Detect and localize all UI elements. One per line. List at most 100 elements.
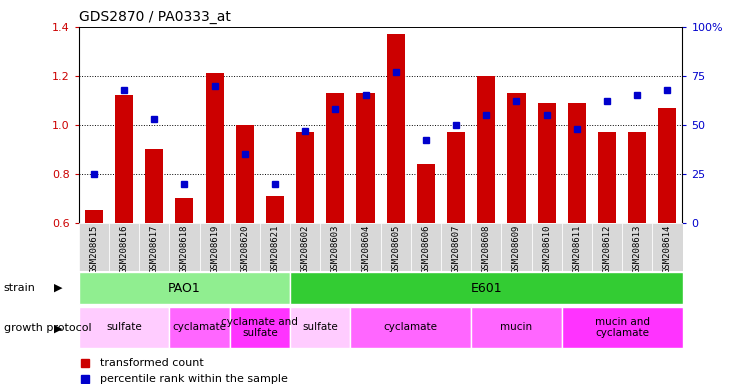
Bar xyxy=(562,27,592,223)
FancyBboxPatch shape xyxy=(320,223,350,271)
Text: ▶: ▶ xyxy=(54,323,63,333)
FancyBboxPatch shape xyxy=(260,223,290,271)
FancyBboxPatch shape xyxy=(562,223,592,271)
FancyBboxPatch shape xyxy=(200,223,230,271)
Text: cyclamate: cyclamate xyxy=(384,322,438,333)
FancyBboxPatch shape xyxy=(170,223,200,271)
Text: GSM208619: GSM208619 xyxy=(210,225,219,273)
Text: GSM208617: GSM208617 xyxy=(150,225,159,273)
Bar xyxy=(206,73,224,223)
Text: GSM208614: GSM208614 xyxy=(663,225,672,273)
FancyBboxPatch shape xyxy=(350,306,471,348)
Text: cyclamate: cyclamate xyxy=(172,322,226,333)
Bar xyxy=(200,27,230,223)
Bar xyxy=(598,132,616,223)
FancyBboxPatch shape xyxy=(230,306,290,348)
FancyBboxPatch shape xyxy=(411,223,441,271)
Bar xyxy=(356,93,374,223)
Bar xyxy=(447,132,465,223)
FancyBboxPatch shape xyxy=(532,223,562,271)
Text: GSM208621: GSM208621 xyxy=(271,225,280,273)
Bar xyxy=(236,125,254,223)
Bar xyxy=(538,103,556,223)
Text: GSM208618: GSM208618 xyxy=(180,225,189,273)
FancyBboxPatch shape xyxy=(290,223,320,271)
Bar xyxy=(417,164,435,223)
Text: GSM208615: GSM208615 xyxy=(89,225,98,273)
Bar xyxy=(622,27,652,223)
Bar xyxy=(79,27,109,223)
Text: E601: E601 xyxy=(470,281,502,295)
Bar xyxy=(501,27,532,223)
FancyBboxPatch shape xyxy=(592,223,622,271)
Bar xyxy=(326,93,344,223)
Text: GSM208611: GSM208611 xyxy=(572,225,581,273)
Bar xyxy=(477,76,495,223)
Bar xyxy=(441,27,471,223)
FancyBboxPatch shape xyxy=(79,273,290,303)
Bar xyxy=(628,132,646,223)
FancyBboxPatch shape xyxy=(230,223,260,271)
FancyBboxPatch shape xyxy=(79,223,109,271)
Text: transformed count: transformed count xyxy=(100,358,204,368)
Bar xyxy=(115,95,133,223)
FancyBboxPatch shape xyxy=(79,306,170,348)
Bar xyxy=(380,27,411,223)
Text: cyclamate and
sulfate: cyclamate and sulfate xyxy=(221,316,298,338)
Text: sulfate: sulfate xyxy=(106,322,142,333)
Text: GSM208616: GSM208616 xyxy=(119,225,128,273)
FancyBboxPatch shape xyxy=(622,223,652,271)
Text: mucin and
cyclamate: mucin and cyclamate xyxy=(595,316,650,338)
Text: GSM208602: GSM208602 xyxy=(301,225,310,273)
Text: GSM208612: GSM208612 xyxy=(602,225,611,273)
Bar xyxy=(230,27,260,223)
Text: GSM208606: GSM208606 xyxy=(422,225,430,273)
Bar xyxy=(146,149,164,223)
Bar xyxy=(140,27,170,223)
FancyBboxPatch shape xyxy=(501,223,532,271)
Text: GSM208603: GSM208603 xyxy=(331,225,340,273)
FancyBboxPatch shape xyxy=(652,223,682,271)
FancyBboxPatch shape xyxy=(350,223,380,271)
Text: GSM208620: GSM208620 xyxy=(240,225,249,273)
Bar xyxy=(592,27,622,223)
FancyBboxPatch shape xyxy=(562,306,682,348)
Bar xyxy=(411,27,441,223)
Bar xyxy=(652,27,682,223)
Bar xyxy=(568,103,586,223)
Text: ▶: ▶ xyxy=(54,283,63,293)
FancyBboxPatch shape xyxy=(109,223,140,271)
Text: GSM208607: GSM208607 xyxy=(452,225,460,273)
Text: growth protocol: growth protocol xyxy=(4,323,92,333)
FancyBboxPatch shape xyxy=(471,306,562,348)
Bar xyxy=(508,93,526,223)
Text: percentile rank within the sample: percentile rank within the sample xyxy=(100,374,288,384)
FancyBboxPatch shape xyxy=(170,306,230,348)
FancyBboxPatch shape xyxy=(140,223,170,271)
Bar xyxy=(532,27,562,223)
Text: GSM208604: GSM208604 xyxy=(361,225,370,273)
Text: GDS2870 / PA0333_at: GDS2870 / PA0333_at xyxy=(79,10,231,25)
Bar xyxy=(471,27,501,223)
Bar xyxy=(350,27,380,223)
Text: GSM208609: GSM208609 xyxy=(512,225,521,273)
FancyBboxPatch shape xyxy=(471,223,501,271)
Bar xyxy=(387,34,405,223)
Text: GSM208608: GSM208608 xyxy=(482,225,490,273)
Bar xyxy=(170,27,200,223)
FancyBboxPatch shape xyxy=(380,223,411,271)
Bar xyxy=(109,27,140,223)
Text: GSM208613: GSM208613 xyxy=(633,225,642,273)
Bar xyxy=(85,210,103,223)
FancyBboxPatch shape xyxy=(441,223,471,271)
Bar xyxy=(260,27,290,223)
Bar xyxy=(296,132,314,223)
Text: GSM208605: GSM208605 xyxy=(392,225,400,273)
Bar xyxy=(658,108,676,223)
FancyBboxPatch shape xyxy=(290,273,682,303)
Bar xyxy=(290,27,320,223)
Text: mucin: mucin xyxy=(500,322,532,333)
Bar xyxy=(266,196,284,223)
Text: GSM208610: GSM208610 xyxy=(542,225,551,273)
Text: sulfate: sulfate xyxy=(302,322,338,333)
